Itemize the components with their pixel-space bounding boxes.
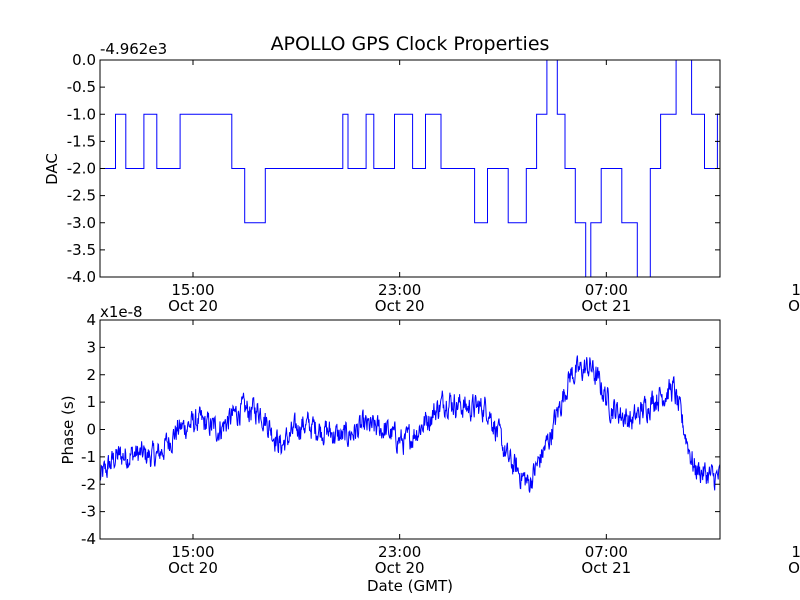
- phase-ytick-label: 2: [86, 366, 96, 384]
- dac-ytick-label: -0.5: [67, 78, 96, 96]
- dac-xtick-date-label: Oct 21: [788, 297, 800, 315]
- phase-xtick-date-label: Oct 21: [788, 559, 800, 577]
- dac-ytick-label: -3.0: [67, 214, 96, 232]
- phase-series-layer: [100, 355, 720, 493]
- dac-xtick-time-label: 15:00: [171, 281, 214, 299]
- dac-ytick-label: -1.0: [67, 105, 96, 123]
- dac-xtick-date-label: Oct 20: [375, 297, 425, 315]
- phase-ytick-label: -4: [81, 530, 96, 548]
- phase-ytick-label: 4: [86, 311, 96, 329]
- phase-ytick-label: -3: [81, 503, 96, 521]
- phase-scale-label: x1e-8: [100, 303, 143, 321]
- phase-ytick-label: -2: [81, 475, 96, 493]
- dac-xtick-date-label: Oct 20: [168, 297, 218, 315]
- phase-series-line: [100, 355, 720, 493]
- dac-ytick-label: -2.5: [67, 187, 96, 205]
- dac-ytick-label: -4.0: [67, 268, 96, 286]
- phase-xtick-time-label: 15:00: [171, 543, 214, 561]
- phase-ylabel: Phase (s): [59, 395, 77, 464]
- phase-xtick-time-label: 23:00: [378, 543, 421, 561]
- dac-ytick-label: -3.5: [67, 241, 96, 259]
- phase-xtick-date-label: Oct 20: [375, 559, 425, 577]
- dac-series-layer: [100, 60, 720, 277]
- phase-ytick-label: -1: [81, 448, 96, 466]
- phase-ytick-label: 0: [86, 421, 96, 439]
- dac-ytick-label: 0.0: [72, 51, 96, 69]
- dac-xtick-time-label: 07:00: [585, 281, 628, 299]
- phase-xtick-date-label: Oct 21: [581, 559, 631, 577]
- dac-xtick-date-label: Oct 21: [581, 297, 631, 315]
- phase-ytick-label: 3: [86, 338, 96, 356]
- dac-ytick-label: -1.5: [67, 132, 96, 150]
- phase-xtick-date-label: Oct 20: [168, 559, 218, 577]
- dac-panel: 0.0 -0.5 -1.0 -1.5 -2.0 -2.5 -3.0 -3.5 -4.0 15:00…: [43, 40, 800, 315]
- dac-ylabel: DAC: [43, 153, 61, 185]
- dac-axis-layer: 0.0 -0.5 -1.0 -1.5 -2.0 -2.5 -3.0 -3.5 -4.0 15:00…: [67, 51, 800, 315]
- dac-ytick-label: -2.0: [67, 160, 96, 178]
- dac-xtick-time-label: 23:00: [378, 281, 421, 299]
- dac-offset-label: -4.962e3: [100, 40, 167, 58]
- phase-xtick-time-label: 15:00: [791, 543, 800, 561]
- dac-series-line: [100, 60, 720, 277]
- phase-xtick-time-label: 07:00: [585, 543, 628, 561]
- phase-ytick-label: 1: [86, 393, 96, 411]
- dac-xtick-time-label: 15:00: [791, 281, 800, 299]
- chart-title: APOLLO GPS Clock Properties: [271, 33, 550, 55]
- x-axis-label: Date (GMT): [367, 577, 453, 595]
